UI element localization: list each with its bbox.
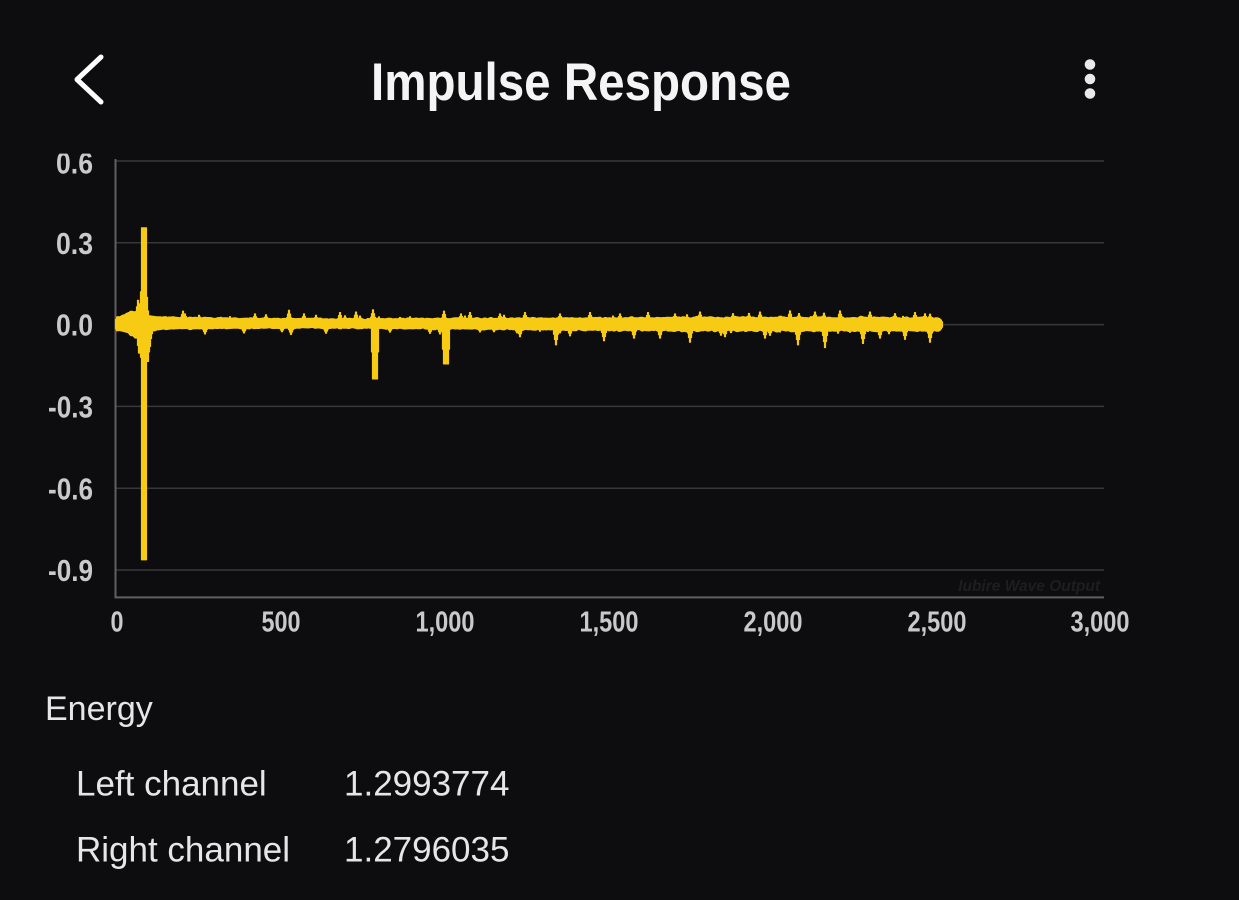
svg-text:Left channel: Left channel — [76, 765, 267, 804]
svg-text:1.2796035: 1.2796035 — [344, 831, 509, 870]
svg-text:3,000: 3,000 — [1071, 607, 1130, 639]
svg-text:2,000: 2,000 — [744, 607, 803, 639]
svg-text:Energy: Energy — [45, 690, 153, 728]
svg-text:1,000: 1,000 — [416, 607, 475, 639]
svg-text:500: 500 — [262, 607, 301, 639]
svg-text:1,500: 1,500 — [580, 607, 639, 639]
svg-text:Iubire Wave Output: Iubire Wave Output — [958, 578, 1101, 595]
svg-text:Right channel: Right channel — [76, 831, 290, 870]
svg-text:0.0: 0.0 — [56, 309, 93, 343]
svg-text:1.2993774: 1.2993774 — [344, 765, 509, 804]
svg-text:-0.3: -0.3 — [48, 391, 93, 425]
svg-text:-0.6: -0.6 — [48, 472, 93, 506]
svg-text:0: 0 — [111, 607, 124, 639]
svg-text:0.3: 0.3 — [56, 227, 93, 261]
svg-text:Impulse Response: Impulse Response — [371, 53, 791, 112]
svg-text:2,500: 2,500 — [908, 607, 967, 639]
svg-text:-0.9: -0.9 — [48, 554, 93, 588]
